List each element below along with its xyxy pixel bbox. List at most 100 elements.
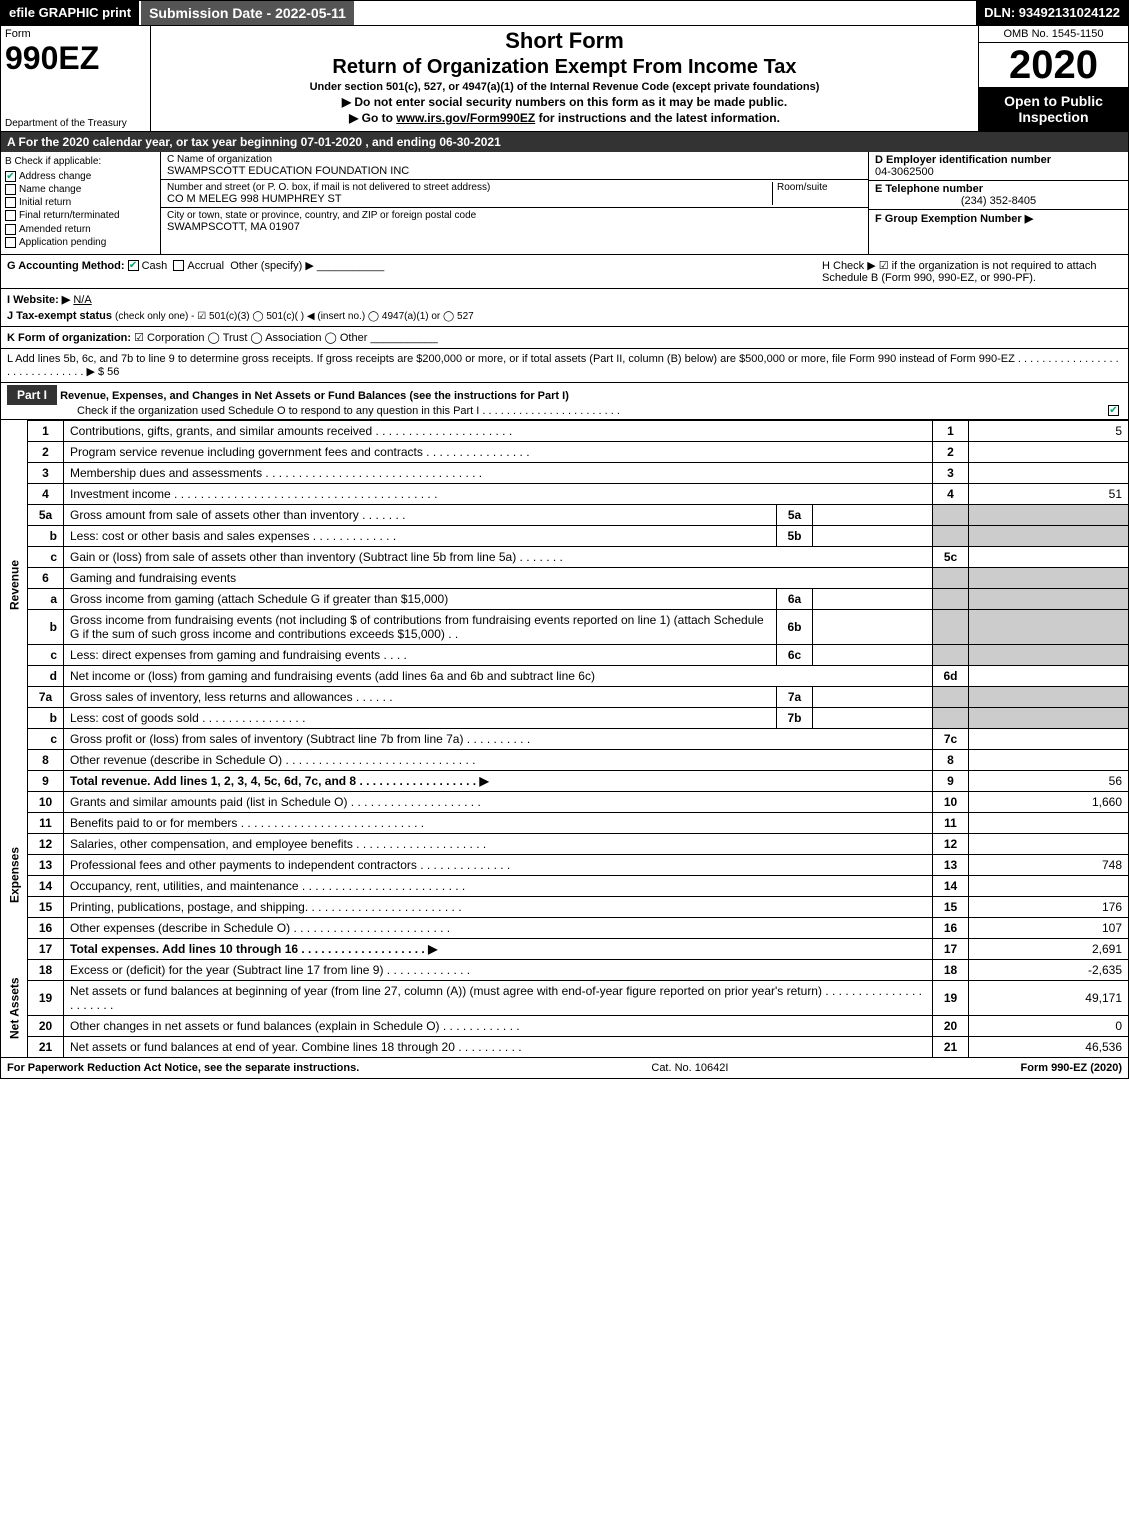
line-no: 20	[933, 1015, 969, 1036]
line-desc: Investment income . . . . . . . . . . . …	[64, 483, 933, 504]
cash-label: Cash	[142, 260, 168, 272]
street-cell: Number and street (or P. O. box, if mail…	[161, 180, 868, 208]
spacer	[354, 1, 976, 25]
entity-block: B Check if applicable: Address change Na…	[0, 152, 1129, 255]
line-no: 7c	[933, 728, 969, 749]
chk-amended-return[interactable]: Amended return	[5, 224, 156, 235]
line-amt: 46,536	[969, 1036, 1129, 1057]
grey-cell	[969, 504, 1129, 525]
section-k: K Form of organization: ☑ Corporation ◯ …	[0, 327, 1129, 349]
tax-year: 2020	[979, 43, 1128, 87]
line-amt	[969, 833, 1129, 854]
line-no: 5c	[933, 546, 969, 567]
line-no: 18	[933, 959, 969, 980]
line-amt: 51	[969, 483, 1129, 504]
period-bar: A For the 2020 calendar year, or tax yea…	[0, 132, 1129, 152]
submission-date: Submission Date - 2022-05-11	[139, 1, 354, 25]
mini-label: 5a	[777, 504, 813, 525]
under-section: Under section 501(c), 527, or 4947(a)(1)…	[159, 81, 970, 93]
chk-cash[interactable]	[128, 260, 139, 271]
section-b: B Check if applicable: Address change Na…	[1, 152, 161, 254]
line-num: 11	[28, 812, 64, 833]
chk-final-return[interactable]: Final return/terminated	[5, 210, 156, 221]
line-no: 14	[933, 875, 969, 896]
line-amt	[969, 665, 1129, 686]
line-amt	[969, 875, 1129, 896]
line-num: 12	[28, 833, 64, 854]
city-label: City or town, state or province, country…	[167, 210, 862, 221]
section-h: H Check ▶ ☑ if the organization is not r…	[822, 259, 1122, 284]
section-l: L Add lines 5b, 6c, and 7b to line 9 to …	[0, 349, 1129, 383]
line-num: c	[28, 644, 64, 665]
line-desc: Other expenses (describe in Schedule O) …	[64, 917, 933, 938]
line-num: 17	[28, 938, 64, 959]
line-num: 4	[28, 483, 64, 504]
line-6a: a Gross income from gaming (attach Sched…	[1, 588, 1129, 609]
chk-accrual[interactable]	[173, 260, 184, 271]
line-9: 9 Total revenue. Add lines 1, 2, 3, 4, 5…	[1, 770, 1129, 791]
g-label: G Accounting Method:	[7, 260, 125, 272]
line-no: 10	[933, 791, 969, 812]
line-no: 6d	[933, 665, 969, 686]
grey-cell	[933, 707, 969, 728]
irs-link[interactable]: www.irs.gov/Form990EZ	[396, 111, 535, 125]
bold-desc: Total expenses. Add lines 10 through 16 …	[70, 942, 437, 956]
mini-label: 6a	[777, 588, 813, 609]
line-no: 13	[933, 854, 969, 875]
other-label: Other (specify) ▶	[230, 260, 314, 272]
line-amt: 49,171	[969, 980, 1129, 1015]
blank-side	[1, 749, 28, 791]
grey-cell	[969, 567, 1129, 588]
line-amt: 107	[969, 917, 1129, 938]
line-amt: -2,635	[969, 959, 1129, 980]
grey-cell	[933, 686, 969, 707]
expenses-side: Expenses	[1, 791, 28, 959]
chk-initial-return[interactable]: Initial return	[5, 197, 156, 208]
lines-table: Revenue 1 Contributions, gifts, grants, …	[0, 420, 1129, 1058]
header-right: OMB No. 1545-1150 2020 Open to Public In…	[978, 26, 1128, 131]
chk-address-change[interactable]: Address change	[5, 171, 156, 182]
org-name-cell: C Name of organization SWAMPSCOTT EDUCAT…	[161, 152, 868, 180]
line-7c: c Gross profit or (loss) from sales of i…	[1, 728, 1129, 749]
line-num: b	[28, 609, 64, 644]
line-desc: Other revenue (describe in Schedule O) .…	[64, 749, 933, 770]
line-no: 15	[933, 896, 969, 917]
chk-name-change[interactable]: Name change	[5, 184, 156, 195]
bold-desc: Total revenue. Add lines 1, 2, 3, 4, 5c,…	[70, 774, 489, 788]
section-b-label: B Check if applicable:	[5, 156, 156, 167]
line-no: 12	[933, 833, 969, 854]
line-2: 2 Program service revenue including gove…	[1, 441, 1129, 462]
line-19: 19 Net assets or fund balances at beginn…	[1, 980, 1129, 1015]
part1-check[interactable]	[1108, 405, 1119, 416]
grey-cell	[969, 609, 1129, 644]
line-no: 9	[933, 770, 969, 791]
line-amt: 56	[969, 770, 1129, 791]
line-desc: Grants and similar amounts paid (list in…	[64, 791, 933, 812]
entity-right: D Employer identification number 04-3062…	[868, 152, 1128, 254]
line-5a: 5a Gross amount from sale of assets othe…	[1, 504, 1129, 525]
line-desc: Total revenue. Add lines 1, 2, 3, 4, 5c,…	[64, 770, 933, 791]
group-exempt-label: F Group Exemption Number ▶	[875, 213, 1033, 225]
grey-cell	[933, 644, 969, 665]
line-amt: 0	[969, 1015, 1129, 1036]
org-name: SWAMPSCOTT EDUCATION FOUNDATION INC	[167, 165, 862, 177]
line-21: 21 Net assets or fund balances at end of…	[1, 1036, 1129, 1057]
row-g-h: G Accounting Method: Cash Accrual Other …	[0, 255, 1129, 289]
chk-application-pending[interactable]: Application pending	[5, 237, 156, 248]
line-no: 8	[933, 749, 969, 770]
line-amt	[969, 546, 1129, 567]
chk-label: Address change	[19, 171, 91, 182]
line-desc: Gross income from fundraising events (no…	[64, 609, 777, 644]
line-num: b	[28, 525, 64, 546]
line-num: c	[28, 546, 64, 567]
line-desc: Less: direct expenses from gaming and fu…	[64, 644, 777, 665]
section-i: I Website: ▶ N/A	[7, 293, 1122, 306]
l-text: L Add lines 5b, 6c, and 7b to line 9 to …	[7, 353, 1119, 378]
line-num: 18	[28, 959, 64, 980]
omb-number: OMB No. 1545-1150	[979, 26, 1128, 43]
line-no: 2	[933, 441, 969, 462]
mini-val	[813, 644, 933, 665]
line-amt: 176	[969, 896, 1129, 917]
line-no: 21	[933, 1036, 969, 1057]
line-13: 13 Professional fees and other payments …	[1, 854, 1129, 875]
